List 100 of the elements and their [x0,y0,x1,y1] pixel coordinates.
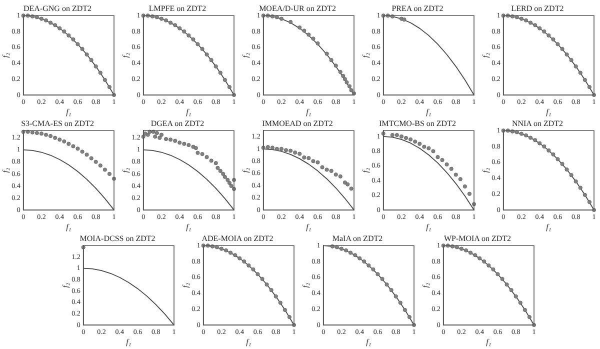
point [334,64,338,68]
chart-title: LERD on ZDT2 [511,4,564,13]
point [98,70,102,75]
point [538,26,542,30]
point [440,158,444,162]
point [454,245,459,250]
point [366,263,371,268]
y-axis-title: f₂ [480,52,490,58]
point [482,259,486,264]
point [358,256,362,260]
point [48,134,53,138]
point [209,158,214,163]
point [384,282,389,287]
point [399,134,404,139]
point [344,80,349,84]
x-axis-title: f₁ [66,107,72,116]
point [408,137,413,142]
point [344,248,348,252]
y-axis-title: f₂ [180,282,190,288]
point [209,58,214,62]
point [94,64,98,68]
point [222,78,227,82]
point [302,155,306,160]
point [269,288,274,292]
point [426,146,431,150]
x-axis-title: f₁ [366,337,372,346]
point [542,144,546,149]
point [422,144,426,149]
point [578,70,582,75]
point [71,144,76,148]
point [44,132,48,137]
point [528,136,533,140]
point [587,200,592,204]
x-axis-title: f₁ [126,337,132,346]
point [320,165,324,170]
point [362,259,366,264]
point [168,138,173,142]
chart-title: S3-CMA-ES on ZDT2 [21,118,94,128]
point [218,70,222,75]
point [182,142,186,146]
point [582,78,587,82]
point [154,15,159,20]
point [282,308,287,312]
point [519,16,524,21]
point [39,132,44,136]
point [504,282,509,287]
point [459,246,464,251]
point [30,130,34,134]
point [587,85,592,90]
x-axis-title: f₁ [186,107,192,116]
point [284,148,288,152]
y-axis-title: f₂ [360,168,370,173]
point [390,132,394,138]
chart-title: PREA on ZDT2 [392,4,444,13]
point [524,18,528,22]
chart-title: IMMOEAD on ZDT2 [262,118,333,128]
point [178,140,182,145]
y-axis-title: f₂ [120,168,130,173]
x-axis-title: f₁ [546,222,552,232]
point [371,267,376,272]
point [538,141,542,146]
point [311,36,316,41]
point [311,159,316,164]
point [102,78,107,82]
point [398,300,402,305]
point [514,130,519,134]
point [182,29,186,34]
x-axis-title: f₁ [306,222,312,232]
y-axis-title: f₂ [480,168,490,173]
point [500,276,504,281]
point [227,85,232,90]
point [216,166,220,170]
point [107,172,112,176]
point [402,308,407,312]
point [221,172,226,176]
point [533,138,538,142]
point [389,288,394,292]
point [436,155,440,160]
chart-title: DGEA on ZDT2 [150,118,204,128]
point [458,177,462,182]
point [191,37,196,42]
point [274,146,279,151]
point [560,46,564,51]
point [556,157,560,162]
point [353,253,358,258]
point [274,15,279,20]
point [214,64,218,68]
y-axis-title: f₂ [420,282,430,288]
point [146,132,150,137]
point [229,184,234,188]
point [102,168,107,172]
point [564,52,569,57]
point [316,160,320,164]
point [528,20,533,25]
point [66,142,71,146]
y-axis-title: f₂ [300,282,310,288]
y-axis-title: f₂ [240,52,250,58]
point [349,88,354,92]
point [404,136,408,140]
point [582,192,587,197]
